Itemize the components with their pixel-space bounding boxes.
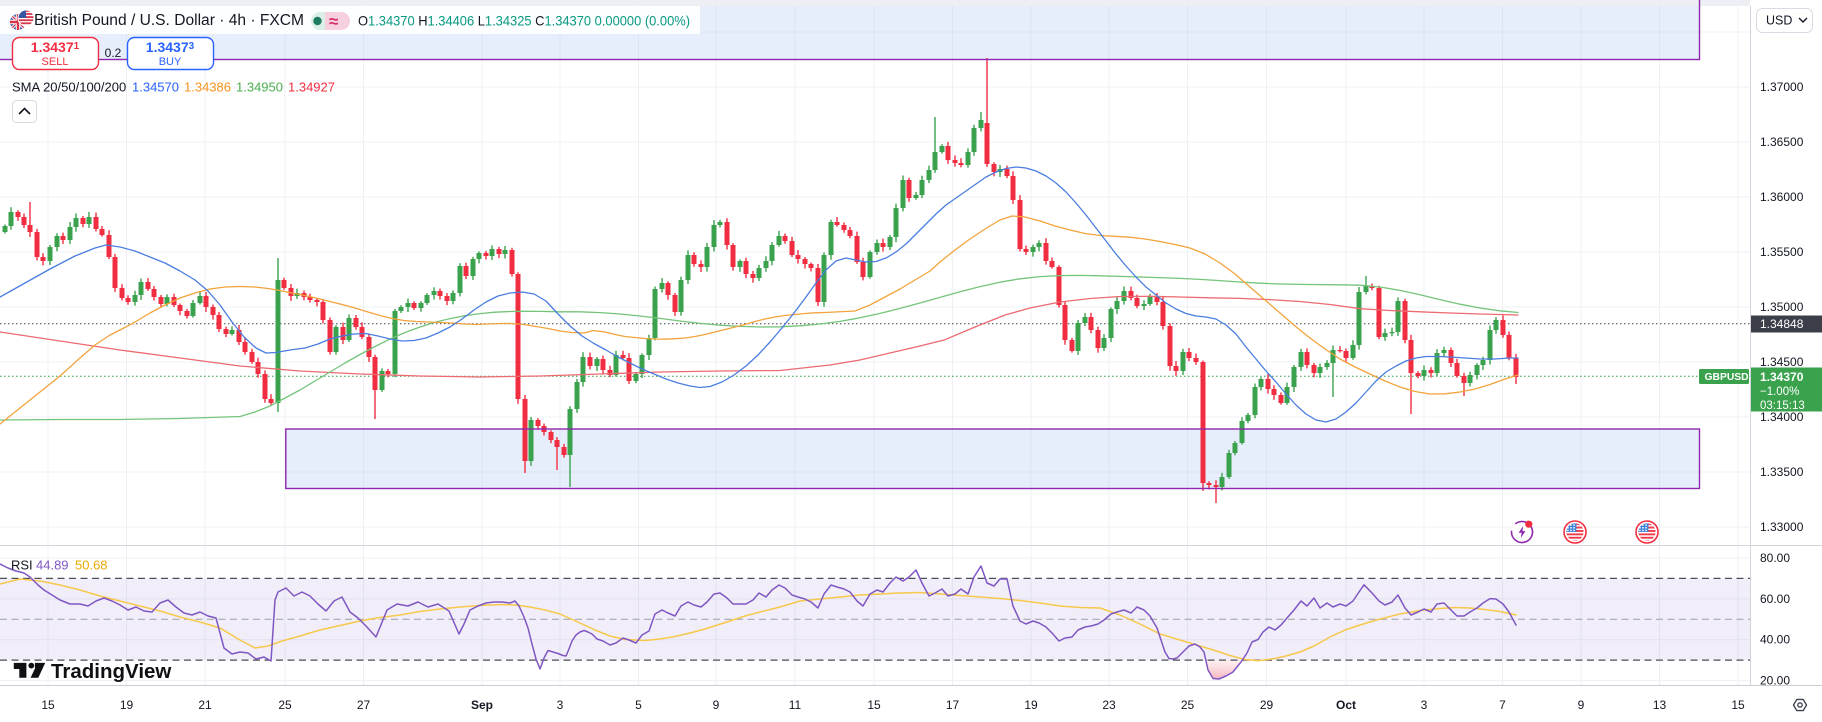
svg-text:60.00: 60.00 (1760, 592, 1790, 606)
svg-text:1.35000: 1.35000 (1760, 300, 1804, 314)
svg-text:44.89: 44.89 (36, 558, 69, 573)
svg-text:50.68: 50.68 (75, 558, 108, 573)
svg-text:15: 15 (867, 698, 881, 712)
svg-text:1.34950: 1.34950 (236, 80, 283, 95)
svg-text:15: 15 (41, 698, 55, 712)
svg-text:SMA 20/50/100/200: SMA 20/50/100/200 (12, 80, 126, 95)
svg-text:19: 19 (1024, 698, 1038, 712)
svg-text:1.36500: 1.36500 (1760, 135, 1804, 149)
svg-text:7: 7 (1499, 698, 1506, 712)
svg-text:O1.34370 H1.34406 L1.34325 C1.: O1.34370 H1.34406 L1.34325 C1.34370 0.00… (358, 13, 690, 29)
svg-text:1.33000: 1.33000 (1760, 520, 1804, 534)
svg-text:RSI: RSI (11, 558, 33, 573)
svg-text:23: 23 (1102, 698, 1116, 712)
svg-text:GBPUSD: GBPUSD (1705, 372, 1749, 383)
svg-text:1.34927: 1.34927 (288, 80, 335, 95)
svg-text:1.34371: 1.34371 (31, 39, 80, 55)
svg-text:Sep: Sep (471, 698, 493, 712)
svg-text:USD: USD (1766, 14, 1792, 28)
svg-text:27: 27 (357, 698, 371, 712)
svg-text:1.34848: 1.34848 (1760, 317, 1804, 331)
svg-text:17: 17 (946, 698, 960, 712)
svg-text:21: 21 (198, 698, 212, 712)
svg-text:1.34500: 1.34500 (1760, 355, 1804, 369)
svg-text:−1.00%: −1.00% (1760, 386, 1799, 398)
svg-text:25: 25 (278, 698, 292, 712)
svg-text:0.2: 0.2 (105, 46, 122, 60)
svg-text:40.00: 40.00 (1760, 633, 1790, 647)
svg-text:29: 29 (1260, 698, 1274, 712)
svg-text:19: 19 (120, 698, 134, 712)
svg-text:15: 15 (1731, 698, 1745, 712)
svg-text:1.34370: 1.34370 (1760, 370, 1804, 384)
svg-text:03:15:13: 03:15:13 (1760, 400, 1805, 412)
svg-text:TradingView: TradingView (51, 660, 171, 683)
svg-text:1.34570: 1.34570 (132, 80, 179, 95)
svg-text:Oct: Oct (1336, 698, 1356, 712)
svg-text:1.37000: 1.37000 (1760, 80, 1804, 94)
svg-text:9: 9 (1578, 698, 1585, 712)
svg-text:BUY: BUY (159, 56, 182, 68)
svg-text:20.00: 20.00 (1760, 674, 1790, 688)
svg-text:1.35500: 1.35500 (1760, 245, 1804, 259)
svg-text:11: 11 (789, 698, 802, 712)
svg-text:13: 13 (1653, 698, 1667, 712)
svg-text:80.00: 80.00 (1760, 551, 1790, 565)
svg-text:1.36000: 1.36000 (1760, 190, 1804, 204)
svg-text:1.34000: 1.34000 (1760, 410, 1804, 424)
svg-text:1.33500: 1.33500 (1760, 465, 1804, 479)
svg-text:9: 9 (713, 698, 720, 712)
svg-text:1.34373: 1.34373 (146, 39, 195, 55)
svg-text:SELL: SELL (42, 56, 69, 68)
svg-text:≈: ≈ (329, 12, 338, 31)
svg-text:3: 3 (557, 698, 564, 712)
svg-text:British Pound / U.S. Dollar ·: British Pound / U.S. Dollar · 4h · FXCM (34, 12, 304, 29)
svg-text:1.34386: 1.34386 (184, 80, 231, 95)
svg-text:5: 5 (635, 698, 642, 712)
svg-text:25: 25 (1181, 698, 1195, 712)
svg-text:3: 3 (1421, 698, 1428, 712)
